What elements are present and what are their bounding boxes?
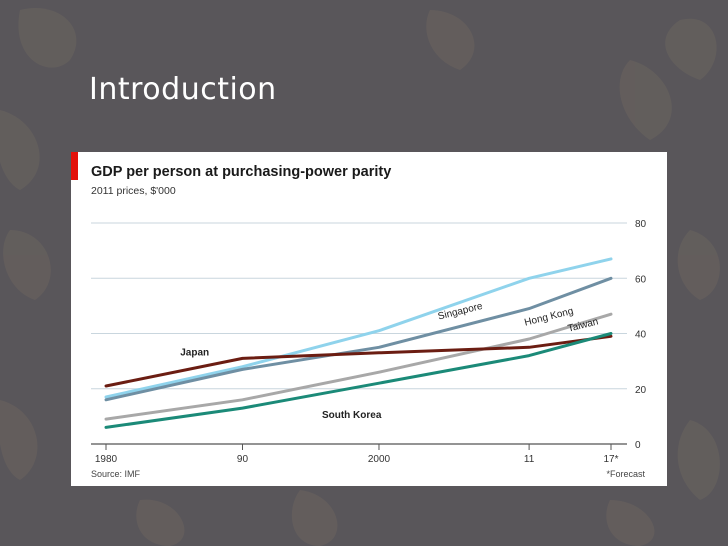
series-label-japan: Japan [180, 348, 209, 359]
chart-source: Source: IMF [91, 469, 141, 479]
x-tick-label-0: 1980 [95, 454, 118, 465]
series-line-hong-kong [104, 276, 613, 402]
slide-title: Introduction [89, 72, 277, 107]
x-tick-label-4: 17* [603, 454, 618, 465]
series-label-taiwan: Taiwan [567, 316, 600, 334]
chart-title: GDP per person at purchasing-power parit… [91, 164, 392, 180]
chart-footnote: *Forecast [606, 469, 645, 479]
y-tick-label-0: 0 [635, 440, 641, 451]
y-tick-label-80: 80 [635, 219, 647, 230]
chart-panel: GDP per person at purchasing-power parit… [71, 152, 667, 486]
red-tab-marker [71, 152, 78, 180]
series-label-singapore: Singapore [437, 301, 484, 323]
series-line-singapore [104, 257, 613, 399]
series-line-south-korea [104, 332, 613, 429]
chart-subtitle: 2011 prices, $'000 [91, 185, 176, 197]
series-line-taiwan [104, 312, 613, 421]
y-tick-label-60: 60 [635, 274, 647, 285]
y-tick-label-40: 40 [635, 330, 647, 341]
x-tick-label-3: 11 [524, 454, 535, 465]
y-tick-label-20: 20 [635, 385, 647, 396]
x-tick-label-1: 90 [237, 454, 249, 465]
x-tick-label-2: 2000 [368, 454, 391, 465]
series-line-japan [104, 334, 613, 388]
series-label-south-korea: South Korea [322, 410, 382, 421]
